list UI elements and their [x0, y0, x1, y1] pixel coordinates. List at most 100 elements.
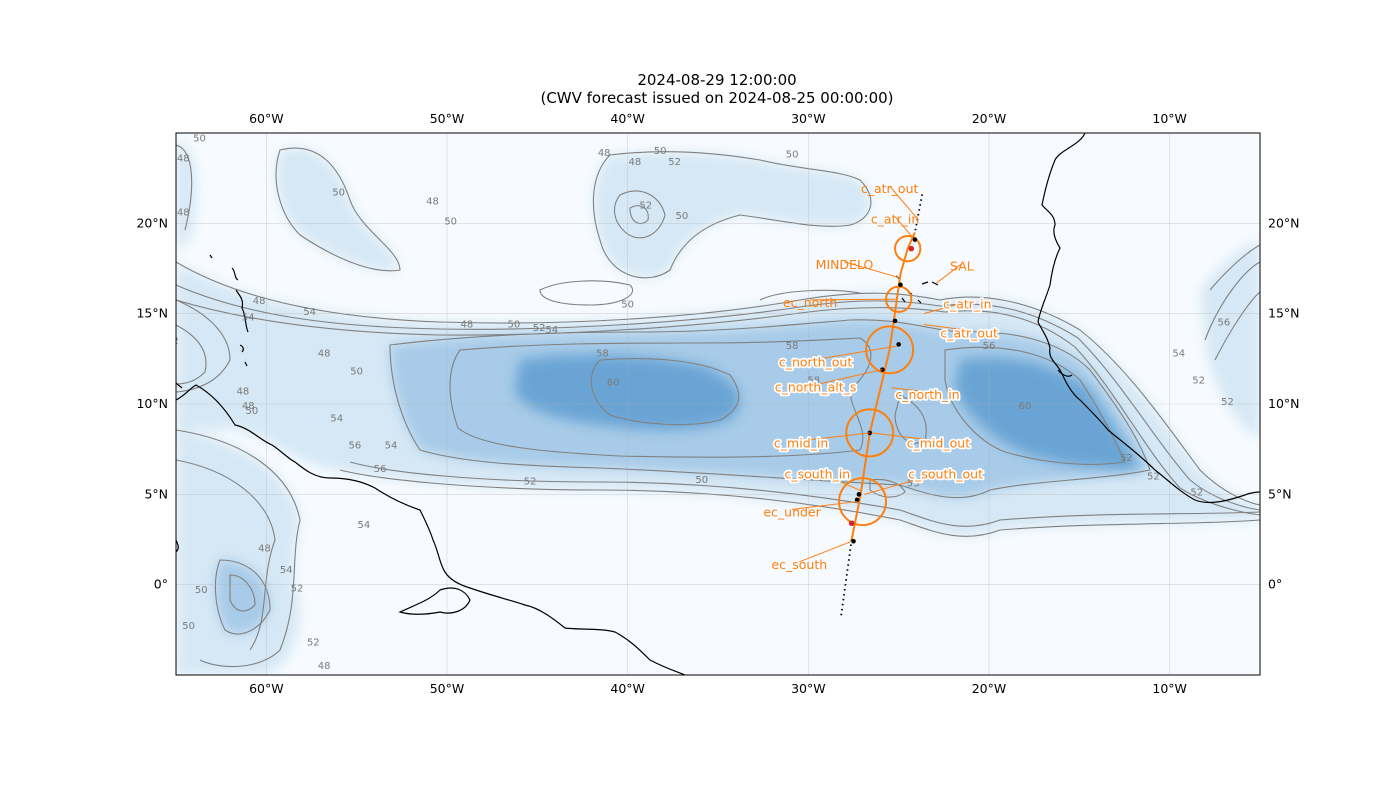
contour-label: 50 [507, 320, 520, 331]
gridlines [176, 133, 1260, 675]
contour-label: 54 [1172, 348, 1185, 359]
lat-tick-left: 5°N [144, 486, 168, 501]
label-leader-line [891, 387, 928, 393]
contour-label: 50 [246, 406, 259, 417]
point-label: c_north_in [895, 387, 959, 402]
flight-circle [845, 408, 895, 458]
lon-tick-top: 10°W [1152, 111, 1187, 126]
lon-tick-bottom: 50°W [430, 681, 465, 696]
point-label: c_mid_out [907, 436, 971, 451]
contour-label: 50 [621, 300, 634, 311]
point-label: c_atr_out [861, 181, 919, 196]
contour-label: 54 [280, 565, 293, 576]
label-leader-line [871, 432, 939, 442]
contour-label: 52 [1221, 397, 1234, 408]
point-label: c_south_in [785, 466, 851, 481]
point-label: c_atr_in [943, 297, 991, 312]
sonde-point [912, 237, 918, 242]
label-leader-line [923, 301, 968, 315]
lon-tick-top: 30°W [791, 111, 826, 126]
lat-tick-right: 20°N [1268, 215, 1300, 230]
contour-label: 52 [524, 477, 537, 488]
lon-tick-bottom: 10°W [1152, 681, 1187, 696]
contour-label: 54 [303, 307, 316, 318]
contour-label: 56 [348, 441, 361, 452]
cwv-contours [176, 144, 1260, 668]
lat-tick-left: 10°N [136, 396, 168, 411]
lon-tick-bottom: 40°W [610, 681, 645, 696]
contour-label: 50 [195, 585, 208, 596]
contour-label: 52 [1147, 471, 1160, 482]
label-leader-line [889, 185, 918, 219]
contour-label: 52 [291, 583, 304, 594]
contour-label: 54 [242, 312, 255, 323]
contour-label: 50 [182, 621, 195, 632]
contour-label: 50 [695, 475, 708, 486]
point-label: c_north_alt_s [775, 380, 857, 395]
lat-tick-left: 0° [154, 577, 168, 592]
flight-circle [838, 477, 888, 527]
label-leader-line [864, 470, 946, 495]
contour-label: 48 [242, 401, 255, 412]
lon-tick-bottom: 60°W [249, 681, 284, 696]
contour-label: 56 [374, 464, 387, 475]
lat-tick-right: 0° [1268, 577, 1282, 592]
label-leader-line [792, 501, 858, 510]
contour-label: 50 [350, 366, 363, 377]
contour-label: 48 [177, 153, 190, 164]
contour-label: 60 [1019, 401, 1032, 412]
label-leader-line [799, 540, 852, 563]
point-label: ec_north [783, 295, 837, 310]
point-label: SAL [950, 259, 974, 274]
contour-label: 52 [1190, 488, 1203, 499]
contour-label: 58 [786, 341, 799, 352]
label-leader-line [801, 432, 870, 442]
point-label: ec_under [763, 504, 821, 519]
contour-label: 54 [330, 413, 343, 424]
lon-tick-bottom: 20°W [972, 681, 1007, 696]
contour-label: 50 [654, 146, 667, 157]
point-label: c_mid_in [774, 436, 828, 451]
label-leader-line [810, 298, 897, 301]
contour-label: 56 [1217, 318, 1230, 329]
lon-tick-top: 60°W [249, 111, 284, 126]
label-leader-line [936, 263, 963, 284]
contour-label: 52 [668, 157, 681, 168]
contour-label: 58 [596, 348, 609, 359]
sonde-point [892, 318, 898, 324]
contour-label: 58 [807, 376, 820, 387]
contour-label: 52 [533, 323, 546, 334]
label-leader-line [923, 324, 970, 332]
waypoint-marker [848, 520, 855, 527]
flight-circle [894, 234, 922, 263]
label-leader-line [894, 216, 914, 239]
title-line-2: (CWV forecast issued on 2024-08-25 00:00… [540, 89, 894, 107]
waypoint-marker [908, 245, 915, 252]
contour-label: 52 [1120, 453, 1133, 464]
contour-label: 50 [675, 211, 688, 222]
label-leader-line [815, 345, 897, 360]
contour-label: 53 [907, 478, 920, 489]
sonde-point [898, 282, 903, 288]
sonde-point [856, 492, 862, 497]
label-leader-line [817, 471, 861, 492]
contour-label: 48 [318, 661, 331, 672]
contour-label: 52 [639, 200, 652, 211]
contour-label: 54 [385, 441, 398, 452]
map-frame [175, 132, 1261, 676]
point-labels: c_atr_out c_atr_in MINDELO SAL ec_north c_atr… [763, 181, 999, 572]
lat-tick-right: 5°N [1268, 486, 1292, 501]
contour-label: 48 [253, 296, 266, 307]
contour-label: 52 [307, 637, 320, 648]
contour-label: 50 [332, 188, 345, 199]
sonde-point [854, 497, 860, 503]
contour-label: 48 [258, 544, 271, 555]
flight-track-north-dotted [914, 194, 924, 233]
point-label: c_south_out [908, 466, 983, 481]
lon-tick-top: 20°W [972, 111, 1007, 126]
label-leader-line [844, 261, 899, 279]
label-leader-line [815, 369, 883, 386]
lat-tick-right: 10°N [1268, 396, 1300, 411]
